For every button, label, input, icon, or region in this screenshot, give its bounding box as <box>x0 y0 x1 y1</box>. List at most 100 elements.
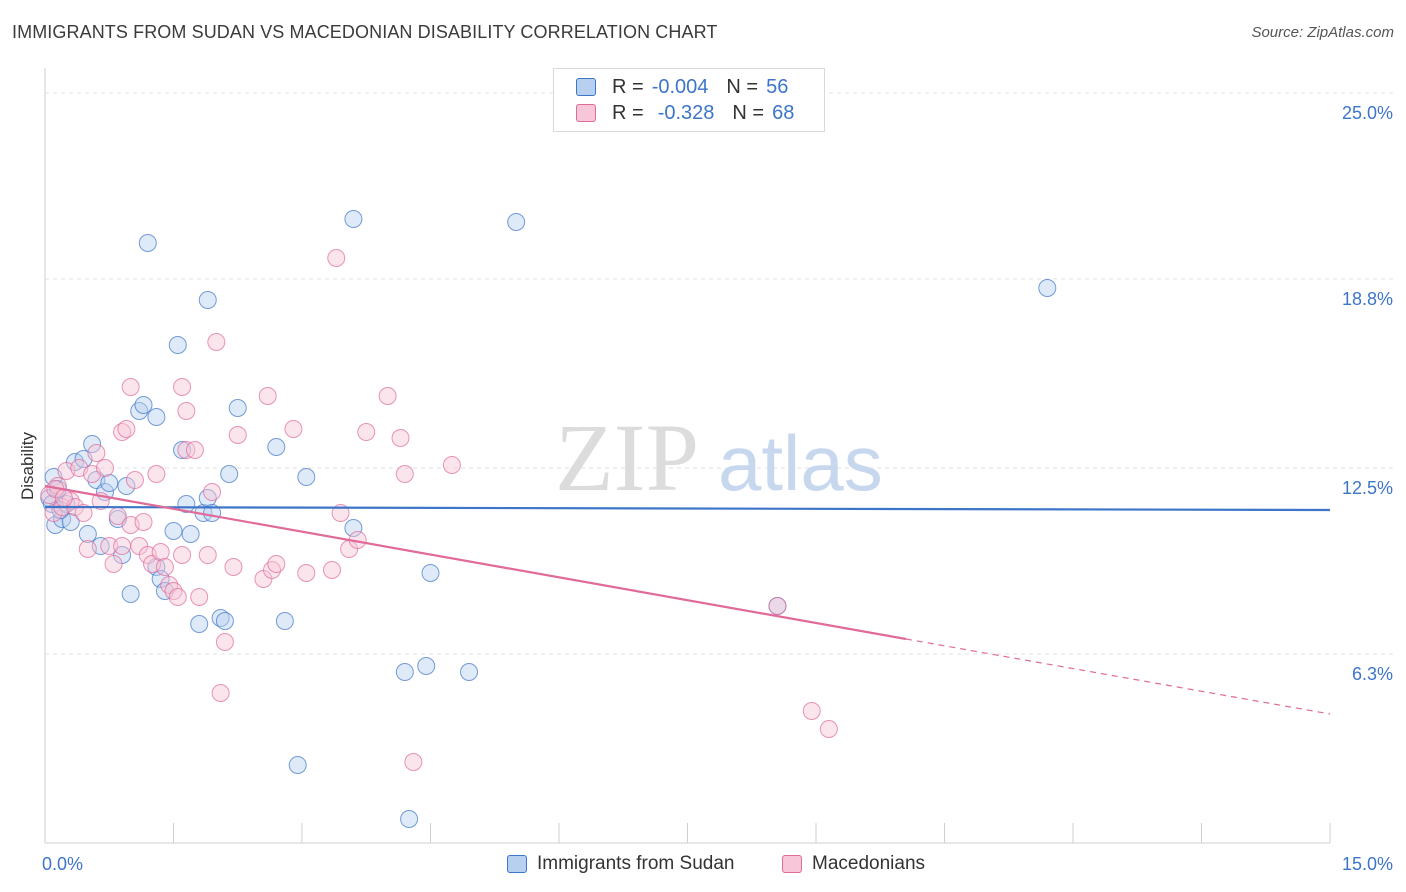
sudan-point <box>215 612 234 630</box>
legend-row-blue: R = -0.004 N = 56 <box>576 74 788 100</box>
macedonian-point <box>177 402 196 420</box>
x-tick-label: 15.0% <box>1342 854 1393 874</box>
macedonian-point <box>322 561 341 579</box>
macedonian-point <box>104 555 123 573</box>
macedonian-point <box>190 588 209 606</box>
sudan-point <box>344 519 363 537</box>
bottom-legend-swatch-blue <box>507 855 527 873</box>
sudan-point <box>61 513 80 531</box>
legend-swatch-blue <box>576 78 596 96</box>
macedonian-point <box>802 702 821 720</box>
sudan-point <box>344 210 363 228</box>
macedonian-point <box>327 249 346 267</box>
macedonian-point <box>357 423 376 441</box>
macedonian-point <box>768 597 787 615</box>
sudan-point <box>121 585 140 603</box>
macedonian-point <box>95 459 114 477</box>
macedonian-point <box>185 441 204 459</box>
watermark-zip: ZIP <box>555 404 699 511</box>
sudan-point <box>83 435 102 453</box>
watermark: ZIP atlas <box>555 404 883 511</box>
macedonian-point <box>284 420 303 438</box>
sudan-point <box>400 810 419 828</box>
trend-lines <box>44 484 1331 715</box>
legend-n-value: 56 <box>766 75 789 98</box>
sudan-point <box>460 663 479 681</box>
macedonian-point <box>100 537 119 555</box>
watermark-atlas: atlas <box>718 419 883 507</box>
sudan-point <box>138 234 157 252</box>
chart-source: Source: ZipAtlas.com <box>1251 24 1394 41</box>
macedonian-point <box>168 588 187 606</box>
sudan-point <box>134 396 153 414</box>
sudan-point <box>1038 279 1057 297</box>
sudan-point <box>173 441 192 459</box>
macedonian-point <box>198 546 217 564</box>
chart-title: IMMIGRANTS FROM SUDAN VS MACEDONIAN DISA… <box>12 22 718 42</box>
legend-r-label: R = <box>612 101 644 124</box>
sudan-point <box>198 291 217 309</box>
y-tick-label: 12.5% <box>1342 478 1393 498</box>
sudan-point <box>228 399 247 417</box>
sudan-point <box>267 438 286 456</box>
macedonian-point <box>117 420 136 438</box>
macedonian-point <box>125 471 144 489</box>
macedonian-point <box>78 540 97 558</box>
macedonian-point <box>297 564 316 582</box>
sudan-point <box>78 525 97 543</box>
sudan-point <box>190 615 209 633</box>
y-tick-label: 25.0% <box>1342 103 1393 123</box>
legend-n-label: N = <box>726 75 759 98</box>
sudan-point <box>181 525 200 543</box>
macedonian-point <box>228 426 247 444</box>
macedonian-point <box>147 465 166 483</box>
sudan-point <box>288 756 307 774</box>
correlation-legend: R = -0.004 N = 56 R = -0.328 N = 68 <box>553 68 825 132</box>
macedonian-point <box>203 483 222 501</box>
y-tick-label: 18.8% <box>1342 289 1393 309</box>
bottom-legend-blue: Immigrants from Sudan <box>507 852 734 876</box>
bottom-legend-pink: Macedonians <box>782 852 925 876</box>
sudan-point <box>275 612 294 630</box>
sudan-point <box>168 336 187 354</box>
macedonian-point <box>113 537 132 555</box>
macedonian-point <box>207 333 226 351</box>
y-axis-label-wrap: Disability <box>18 432 38 600</box>
tick-labels: 6.3% 12.5% 18.8% 25.0% 0.0% 15.0% <box>42 103 1393 874</box>
bottom-legend-swatch-pink <box>782 855 802 873</box>
macedonian-point <box>54 489 73 507</box>
legend-row-pink: R = -0.328 N = 68 <box>576 100 794 126</box>
sudan-point <box>395 663 414 681</box>
sudan-point <box>100 474 119 492</box>
macedonian-point <box>224 558 243 576</box>
macedonian-trend-extension <box>905 638 1331 715</box>
macedonian-point <box>173 378 192 396</box>
legend-n-value: 68 <box>772 101 795 124</box>
sudan-point <box>417 657 436 675</box>
macedonian-point <box>151 543 170 561</box>
macedonian-point <box>215 633 234 651</box>
sudan-point <box>297 468 316 486</box>
macedonian-point <box>267 555 286 573</box>
macedonian-point <box>173 546 192 564</box>
x-tick-label: 0.0% <box>42 854 83 874</box>
sudan-point <box>220 465 239 483</box>
sudan-point <box>164 522 183 540</box>
macedonian-point <box>121 378 140 396</box>
legend-n-label: N = <box>732 101 765 124</box>
data-points <box>40 210 1057 828</box>
sudan-trend-line <box>44 505 1331 512</box>
bottom-legend-label-blue: Immigrants from Sudan <box>537 853 735 874</box>
macedonian-point <box>404 753 423 771</box>
macedonian-point <box>87 444 106 462</box>
macedonian-point <box>74 504 93 522</box>
macedonian-point <box>395 465 414 483</box>
macedonian-point <box>211 684 230 702</box>
axes <box>44 68 1331 844</box>
legend-r-value: -0.328 <box>657 101 715 124</box>
macedonian-point <box>378 387 397 405</box>
y-axis-label: Disability <box>18 431 37 500</box>
legend-r-value: -0.004 <box>651 75 709 98</box>
macedonian-trend-line <box>44 484 907 641</box>
